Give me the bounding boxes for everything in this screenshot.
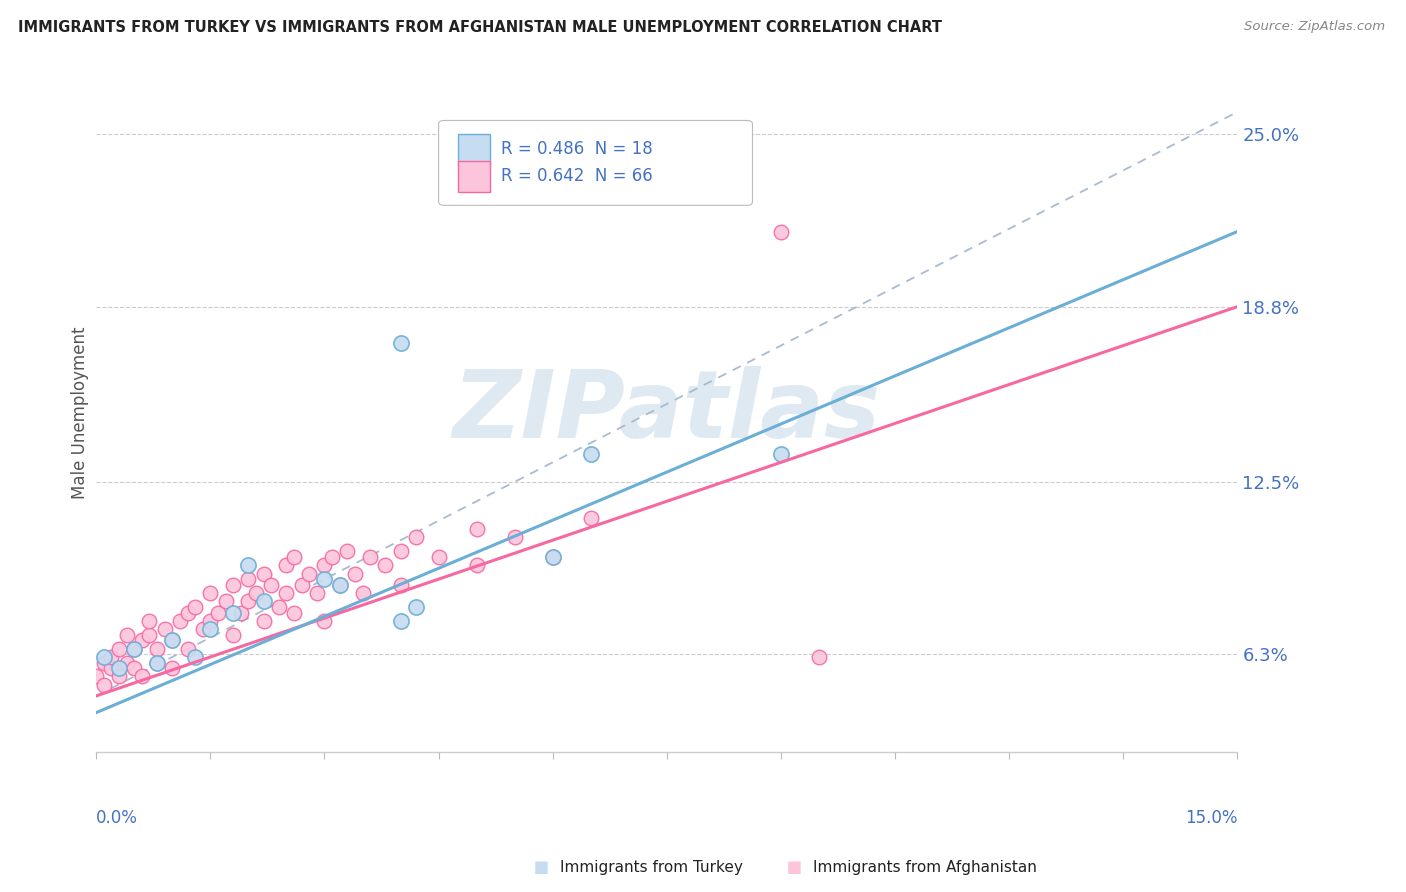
Point <box>336 544 359 558</box>
Point <box>93 656 115 670</box>
Point <box>200 586 222 600</box>
Point <box>146 656 169 670</box>
Point <box>541 549 564 564</box>
Text: Immigrants from Turkey: Immigrants from Turkey <box>560 860 742 874</box>
Point <box>122 641 145 656</box>
Text: ZIPatlas: ZIPatlas <box>453 367 882 458</box>
Point <box>252 566 274 581</box>
Point <box>769 225 792 239</box>
Point <box>146 641 169 656</box>
Point <box>291 577 314 591</box>
FancyBboxPatch shape <box>439 120 752 205</box>
Point <box>329 577 352 591</box>
Text: 15.0%: 15.0% <box>1185 809 1237 827</box>
Point <box>389 544 412 558</box>
Point <box>115 656 138 670</box>
Point <box>314 614 336 628</box>
Point <box>503 530 526 544</box>
Point <box>100 650 122 665</box>
Point <box>465 522 488 536</box>
Point <box>238 594 260 608</box>
Point <box>314 572 336 586</box>
Point <box>314 558 336 573</box>
Point <box>238 558 260 573</box>
Point <box>108 641 131 656</box>
Point <box>389 614 412 628</box>
Point <box>131 669 153 683</box>
Point <box>267 599 290 614</box>
Point <box>100 661 122 675</box>
Text: IMMIGRANTS FROM TURKEY VS IMMIGRANTS FROM AFGHANISTAN MALE UNEMPLOYMENT CORRELAT: IMMIGRANTS FROM TURKEY VS IMMIGRANTS FRO… <box>18 20 942 35</box>
Point <box>579 511 602 525</box>
Point <box>305 586 328 600</box>
Point <box>359 549 381 564</box>
FancyBboxPatch shape <box>458 161 489 192</box>
Point <box>541 549 564 564</box>
Text: R = 0.486  N = 18: R = 0.486 N = 18 <box>502 140 654 158</box>
Point <box>276 586 298 600</box>
Point <box>245 586 267 600</box>
Point <box>252 594 274 608</box>
Point <box>191 622 214 636</box>
Text: Immigrants from Afghanistan: Immigrants from Afghanistan <box>813 860 1036 874</box>
Point <box>214 594 236 608</box>
Point <box>153 622 176 636</box>
Point <box>162 633 184 648</box>
Point <box>283 549 305 564</box>
Point <box>162 633 184 648</box>
Point <box>283 606 305 620</box>
Point <box>374 558 396 573</box>
Point <box>343 566 366 581</box>
Point <box>389 577 412 591</box>
Point <box>238 572 260 586</box>
Point <box>207 606 229 620</box>
Point <box>122 661 145 675</box>
Text: ▪: ▪ <box>533 855 550 879</box>
Text: 0.0%: 0.0% <box>96 809 138 827</box>
Point <box>405 599 427 614</box>
Point <box>93 678 115 692</box>
Text: ▪: ▪ <box>786 855 803 879</box>
Point <box>108 669 131 683</box>
Point <box>298 566 321 581</box>
Point <box>176 606 198 620</box>
Point <box>176 641 198 656</box>
Point <box>146 656 169 670</box>
Point <box>131 633 153 648</box>
Point <box>329 577 352 591</box>
Point <box>162 661 184 675</box>
Text: Source: ZipAtlas.com: Source: ZipAtlas.com <box>1244 20 1385 33</box>
Point <box>138 614 160 628</box>
Point <box>122 641 145 656</box>
Point <box>200 622 222 636</box>
Point <box>252 614 274 628</box>
Point <box>579 447 602 461</box>
Point <box>184 650 207 665</box>
Point <box>200 614 222 628</box>
Point <box>93 650 115 665</box>
Text: R = 0.642  N = 66: R = 0.642 N = 66 <box>502 168 654 186</box>
Point <box>769 447 792 461</box>
Point <box>115 628 138 642</box>
Point <box>276 558 298 573</box>
Point <box>352 586 374 600</box>
Point <box>260 577 283 591</box>
Point <box>184 599 207 614</box>
Point <box>405 530 427 544</box>
Y-axis label: Male Unemployment: Male Unemployment <box>72 326 89 499</box>
FancyBboxPatch shape <box>458 134 489 165</box>
Point <box>427 549 450 564</box>
Point <box>138 628 160 642</box>
Point <box>222 628 245 642</box>
Point <box>108 661 131 675</box>
Point <box>84 669 107 683</box>
Point <box>808 650 831 665</box>
Point <box>222 577 245 591</box>
Point <box>321 549 343 564</box>
Point <box>389 335 412 350</box>
Point <box>465 558 488 573</box>
Point <box>222 606 245 620</box>
Point <box>229 606 252 620</box>
Point <box>169 614 191 628</box>
